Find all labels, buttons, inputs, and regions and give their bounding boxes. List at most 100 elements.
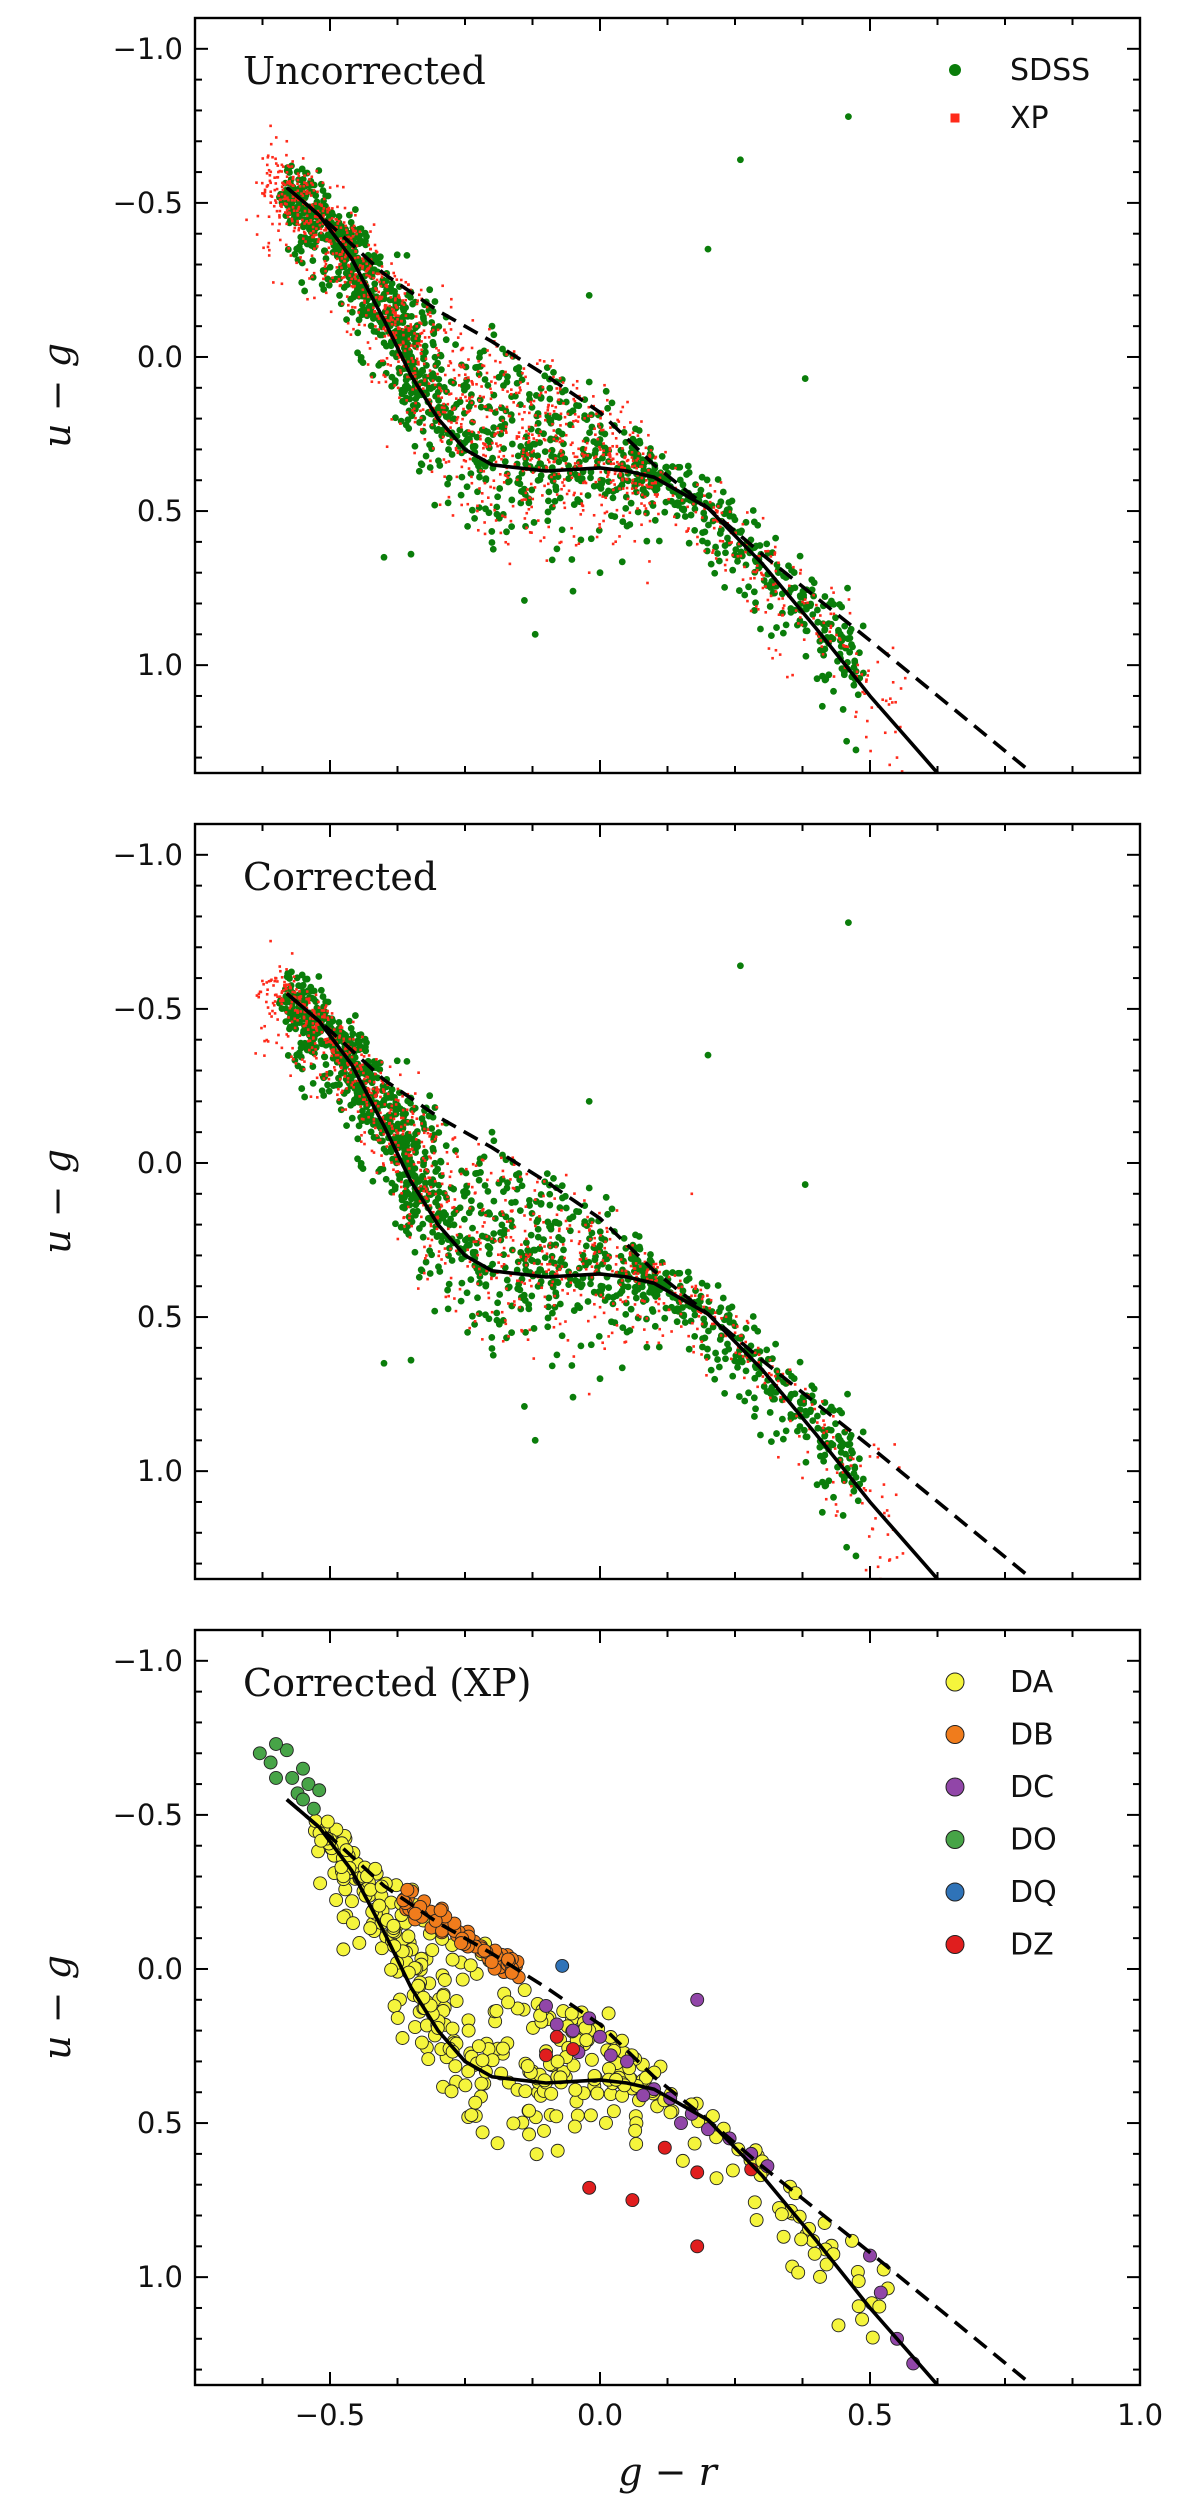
point-xp <box>678 1299 681 1303</box>
point-sdss <box>548 1362 556 1370</box>
point-xp <box>413 420 417 424</box>
point-sdss <box>704 1051 712 1059</box>
point-xp <box>297 198 300 202</box>
point-xp <box>576 461 580 465</box>
point-xp <box>528 531 532 534</box>
point-xp <box>615 508 619 512</box>
point-xp <box>625 491 629 495</box>
point-sdss <box>821 676 829 684</box>
point-sdss <box>319 187 327 194</box>
point-sdss <box>593 440 601 448</box>
point-xp <box>633 464 637 468</box>
point-xp <box>521 469 525 473</box>
point-xp <box>501 388 505 391</box>
point-sdss <box>603 1255 611 1263</box>
point-xp <box>508 562 512 566</box>
point-sdss <box>715 557 723 565</box>
point-sdss <box>326 263 334 271</box>
point-sdss <box>521 1403 528 1410</box>
point-xp <box>602 462 606 465</box>
point-xp <box>301 218 304 222</box>
point-xp <box>634 486 638 490</box>
point-sdss <box>704 1345 711 1353</box>
point-xp <box>323 274 327 277</box>
point-sdss <box>407 293 414 301</box>
point-sdss <box>787 1411 795 1418</box>
point-xp <box>561 439 565 443</box>
point-xp <box>851 1457 855 1461</box>
point-xp <box>511 504 515 508</box>
point-sdss <box>676 1269 684 1277</box>
point-sdss <box>444 1286 451 1294</box>
point-sdss <box>362 241 370 249</box>
point-xp <box>310 175 314 179</box>
point-xp <box>832 591 835 594</box>
point-xp <box>470 419 474 423</box>
point-sdss <box>605 1284 613 1291</box>
point-xp <box>691 1321 694 1325</box>
point-xp <box>618 487 621 490</box>
point-xp <box>360 1117 364 1121</box>
point-xp <box>391 311 395 314</box>
point-xp <box>640 502 643 505</box>
point-sdss <box>348 308 356 316</box>
point-xp <box>465 399 469 403</box>
point-xp <box>401 1129 405 1133</box>
point-xp <box>334 1053 338 1057</box>
point-xp <box>433 383 437 387</box>
point-xp <box>545 559 549 562</box>
point-xp <box>523 457 527 461</box>
point-xp <box>381 1162 385 1165</box>
point-sdss <box>482 475 490 483</box>
point-xp <box>374 296 378 299</box>
point-sdss <box>490 1230 498 1238</box>
point-xp <box>407 329 411 333</box>
point-xp <box>427 1176 430 1179</box>
point-xp <box>319 227 323 231</box>
point-xp <box>396 1237 400 1241</box>
point-xp <box>530 450 534 454</box>
point-xp <box>544 390 547 394</box>
point-sdss <box>556 494 564 502</box>
point-xp <box>538 359 542 362</box>
point-xp <box>866 719 869 723</box>
point-xp <box>439 438 443 442</box>
point-sdss <box>729 566 737 574</box>
point-xp <box>560 1209 563 1212</box>
point-sdss <box>541 1254 549 1262</box>
point-sdss <box>526 390 533 398</box>
point-xp <box>766 549 770 553</box>
point-xp <box>714 509 718 512</box>
point-xp <box>613 483 616 486</box>
point-sdss <box>356 232 364 239</box>
point-xp <box>308 210 311 213</box>
point-sdss <box>426 1270 434 1277</box>
point-xp <box>741 522 745 526</box>
point-sdss <box>356 289 363 297</box>
point-xp <box>485 1235 489 1238</box>
point-xp <box>461 417 464 421</box>
point-xp <box>423 1271 426 1275</box>
point-xp <box>459 425 463 429</box>
point-xp <box>265 1038 269 1042</box>
point-xp <box>260 181 264 185</box>
point-xp <box>388 319 391 323</box>
point-xp <box>379 1095 382 1099</box>
point-xp <box>849 1456 852 1459</box>
point-sdss <box>790 1375 798 1382</box>
point-xp <box>467 429 471 433</box>
point-sdss <box>771 1395 778 1403</box>
point-xp <box>835 633 838 637</box>
point-xp <box>425 305 429 309</box>
point-xp <box>336 1048 340 1052</box>
point-xp <box>855 670 859 674</box>
point-xp <box>414 337 418 340</box>
point-sdss <box>585 1097 593 1105</box>
point-sdss <box>653 1291 661 1299</box>
point-sdss <box>779 629 787 637</box>
point-sdss <box>356 1038 364 1045</box>
point-xp <box>398 327 402 330</box>
point-xp <box>586 414 590 418</box>
point-xp <box>285 139 289 143</box>
point-xp <box>465 411 469 415</box>
